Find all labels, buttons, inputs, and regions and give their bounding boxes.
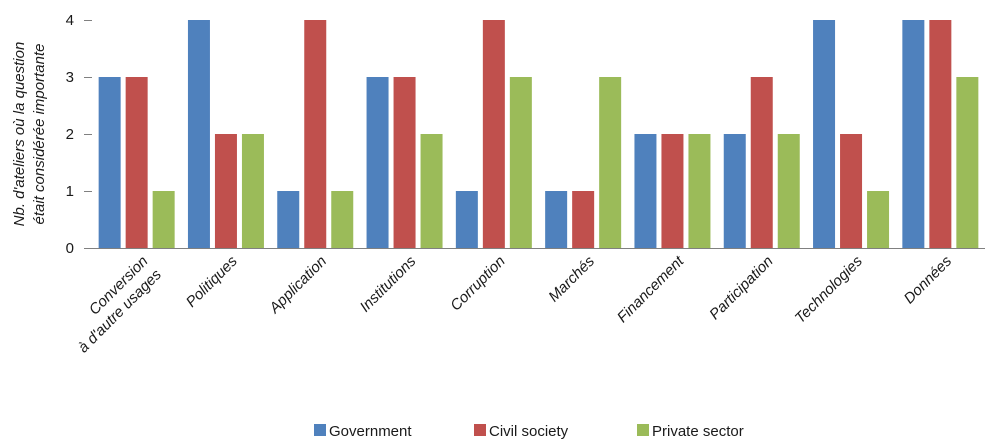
bar-government [723,134,746,248]
x-category-label: Corruption [447,253,509,315]
bars [98,20,979,248]
bar-government [634,134,657,248]
x-category-label: Marchés [545,252,598,305]
bar-civil-society [661,134,684,248]
bar-civil-society [750,77,773,248]
bar-private-sector [331,191,354,248]
bar-civil-society [929,20,952,248]
bar-private-sector [509,77,532,248]
legend-swatch [637,424,649,436]
bar-civil-society [393,77,416,248]
bar-government [455,191,478,248]
bar-private-sector [777,134,800,248]
bar-civil-society [840,134,863,248]
bar-government [813,20,836,248]
bar-government [545,191,568,248]
bar-government [187,20,210,248]
x-category-label: Application [265,253,330,318]
x-category-label: Participation [706,253,776,323]
x-category-label: Technologies [792,252,866,326]
bar-government [902,20,925,248]
category-labels: Conversionà d'autre usages Politiques Appl… [61,252,956,356]
x-category-label: Institutions [357,252,420,315]
y-tick-label: 4 [66,12,74,29]
y-tick-label: 2 [66,126,74,143]
bar-private-sector [867,191,890,248]
bar-private-sector [420,134,443,248]
bar-civil-society [572,191,595,248]
x-category-label: Financement [614,252,688,326]
bar-civil-society [214,134,237,248]
legend-label: Government [329,423,412,440]
legend: Government Civil society Private sector [314,423,744,440]
y-axis-ticks: 0 1 2 3 4 [66,12,92,257]
x-category-label: Politiques [183,252,241,310]
bar-government [98,77,121,248]
y-axis-title: Nb. d'ateliers où la question était consi… [11,42,48,227]
bar-private-sector [956,77,979,248]
legend-label: Private sector [652,423,744,440]
y-tick-label: 0 [66,240,74,257]
bar-private-sector [152,191,175,248]
y-tick-label: 3 [66,69,74,86]
bar-government [366,77,389,248]
x-category-label: Données [901,252,956,307]
y-axis-label: Nb. d'ateliers où la question était consi… [11,42,48,227]
bar-civil-society [482,20,505,248]
bar-private-sector [599,77,622,248]
x-category-label: Conversionà d'autre usages [61,252,165,356]
bar-government [277,191,300,248]
bar-civil-society [304,20,327,248]
bar-private-sector [688,134,711,248]
y-tick-label: 1 [66,183,74,200]
bar-civil-society [125,77,148,248]
bar-private-sector [241,134,264,248]
legend-swatch [474,424,486,436]
legend-label: Civil society [489,423,569,440]
legend-swatch [314,424,326,436]
